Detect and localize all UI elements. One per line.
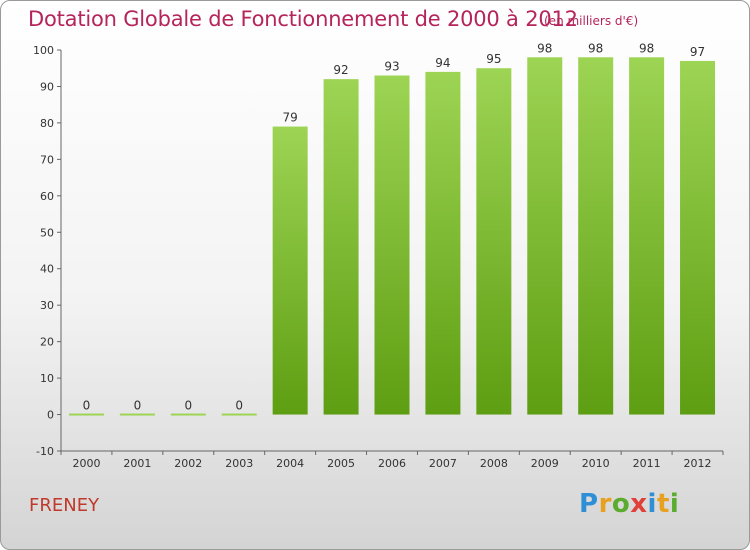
data-label: 98: [639, 41, 654, 55]
x-tick-label: 2009: [531, 457, 559, 470]
y-tick-label: 100: [33, 44, 54, 57]
x-tick-label: 2010: [582, 457, 610, 470]
bar: [476, 68, 512, 415]
chart-title: Dotation Globale de Fonctionnement de 20…: [28, 7, 578, 31]
data-label: 0: [134, 399, 142, 413]
data-label: 98: [588, 41, 603, 55]
y-tick-label: 40: [40, 263, 54, 276]
x-tick-label: 2004: [276, 457, 304, 470]
x-tick-label: 2001: [123, 457, 151, 470]
data-label: 0: [235, 399, 243, 413]
bar: [323, 79, 359, 415]
proxiti-logo: Proxiti: [579, 489, 679, 519]
x-tick-label: 2012: [684, 457, 712, 470]
bar: [272, 126, 308, 415]
data-label: 93: [384, 60, 399, 74]
bar: [68, 413, 104, 416]
x-tick-label: 2008: [480, 457, 508, 470]
logo-letter: i: [647, 489, 657, 519]
logo-letter: P: [579, 489, 599, 519]
data-label: 92: [333, 63, 348, 77]
y-tick-label: 60: [40, 190, 54, 203]
data-label: 94: [435, 56, 450, 70]
x-tick-label: 2006: [378, 457, 406, 470]
y-tick-label: 80: [40, 117, 54, 130]
logo-letter: r: [598, 489, 612, 519]
logo-letter: t: [656, 489, 670, 519]
x-tick-label: 2007: [429, 457, 457, 470]
x-tick-label: 2005: [327, 457, 355, 470]
bar: [221, 413, 257, 416]
bar: [374, 75, 410, 415]
unit-note: (en milliers d'€): [544, 14, 639, 28]
bar: [578, 57, 614, 415]
logo-letter: x: [630, 489, 648, 519]
y-tick-label: 70: [40, 153, 54, 166]
data-label: 79: [283, 111, 298, 125]
x-tick-label: 2002: [174, 457, 202, 470]
bar: [425, 71, 461, 415]
bar: [170, 413, 206, 416]
data-label: 97: [690, 45, 705, 59]
y-tick-label: 20: [40, 336, 54, 349]
logo-letter: i: [669, 489, 680, 519]
y-tick-label: 50: [40, 226, 54, 239]
bar: [527, 57, 563, 415]
y-tick-label: 10: [40, 372, 54, 385]
bar: [680, 60, 716, 415]
data-label: 0: [184, 399, 192, 413]
bar: [629, 57, 665, 415]
y-tick-label: -10: [36, 445, 54, 458]
x-tick-label: 2000: [72, 457, 100, 470]
bar: [119, 413, 155, 416]
x-tick-label: 2003: [225, 457, 253, 470]
place-name: FRENEY: [29, 495, 100, 516]
y-tick-label: 90: [40, 80, 54, 93]
y-tick-label: 30: [40, 299, 54, 312]
data-label: 95: [486, 52, 501, 66]
data-label: 0: [83, 399, 91, 413]
logo-letter: o: [611, 489, 631, 519]
data-label: 98: [537, 41, 552, 55]
x-tick-label: 2011: [633, 457, 661, 470]
y-tick-label: 0: [47, 409, 54, 422]
